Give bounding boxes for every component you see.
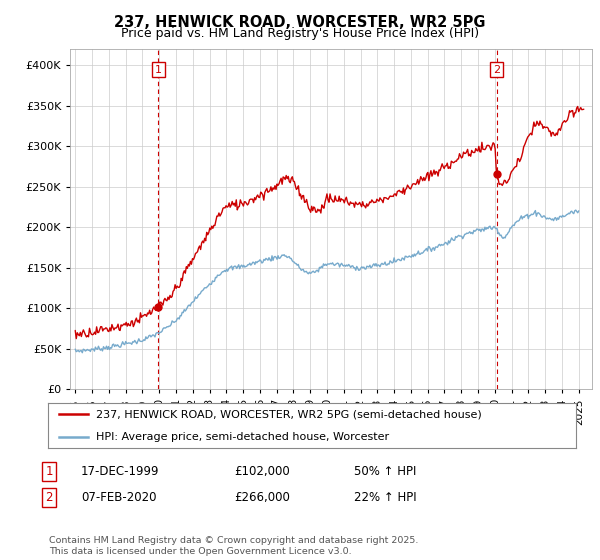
Text: HPI: Average price, semi-detached house, Worcester: HPI: Average price, semi-detached house,…: [95, 432, 389, 442]
Text: £266,000: £266,000: [234, 491, 290, 504]
Text: 50% ↑ HPI: 50% ↑ HPI: [354, 465, 416, 478]
Text: 2: 2: [493, 64, 500, 74]
Text: 22% ↑ HPI: 22% ↑ HPI: [354, 491, 416, 504]
Text: 1: 1: [155, 64, 162, 74]
Text: 2: 2: [46, 491, 53, 504]
Text: 237, HENWICK ROAD, WORCESTER, WR2 5PG: 237, HENWICK ROAD, WORCESTER, WR2 5PG: [114, 15, 486, 30]
Text: Contains HM Land Registry data © Crown copyright and database right 2025.
This d: Contains HM Land Registry data © Crown c…: [49, 536, 419, 556]
Text: Price paid vs. HM Land Registry's House Price Index (HPI): Price paid vs. HM Land Registry's House …: [121, 27, 479, 40]
Text: 17-DEC-1999: 17-DEC-1999: [81, 465, 160, 478]
Text: £102,000: £102,000: [234, 465, 290, 478]
Text: 1: 1: [46, 465, 53, 478]
Text: 237, HENWICK ROAD, WORCESTER, WR2 5PG (semi-detached house): 237, HENWICK ROAD, WORCESTER, WR2 5PG (s…: [95, 409, 481, 419]
Text: 07-FEB-2020: 07-FEB-2020: [81, 491, 157, 504]
